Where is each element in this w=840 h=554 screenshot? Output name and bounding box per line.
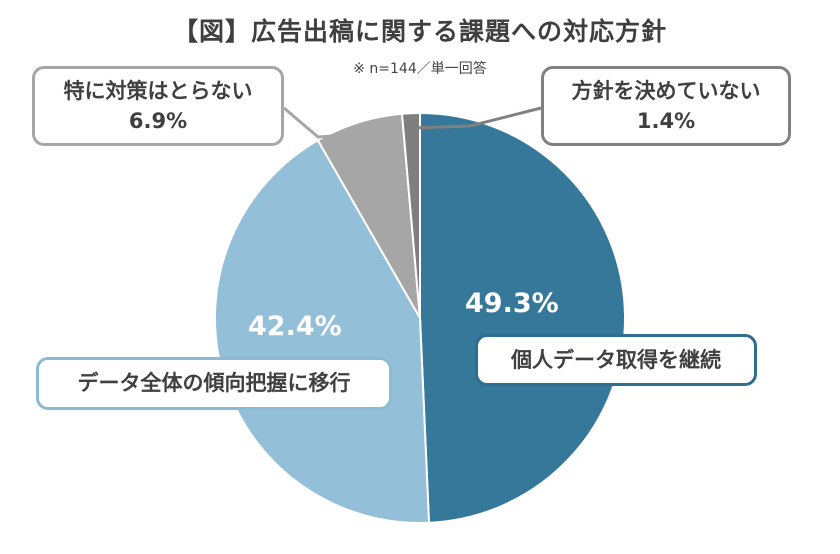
callout-continue-personal-data: 個人データ取得を継続 <box>475 334 757 386</box>
sample-note: ※ n=144／単一回答 <box>353 61 487 77</box>
callout-label: 方針を決めていない <box>571 79 761 103</box>
callout-label: 個人データ取得を継続 <box>511 348 721 372</box>
leader-line-undecided <box>412 106 542 130</box>
slice-continue-personal-data <box>419 111 626 524</box>
callout-label: データ全体の傾向把握に移行 <box>77 371 351 395</box>
callout-value: 6.9% <box>128 109 188 133</box>
callout-value: 1.4% <box>636 109 696 133</box>
chart-title: 【図】広告出稿に関する課題への対応方針 <box>172 17 667 46</box>
slice-value-label-1: 42.4% <box>248 311 342 342</box>
callout-undecided: 方針を決めていない 1.4% <box>541 66 791 146</box>
callout-no-measures: 特に対策はとらない 6.9% <box>32 66 284 146</box>
callout-shift-to-aggregate: データ全体の傾向把握に移行 <box>36 357 392 410</box>
slice-undecided <box>400 111 421 319</box>
slice-value-label-0: 49.3% <box>465 288 559 319</box>
leader-line-no-measures <box>283 106 351 139</box>
callout-label: 特に対策はとらない <box>63 79 253 103</box>
